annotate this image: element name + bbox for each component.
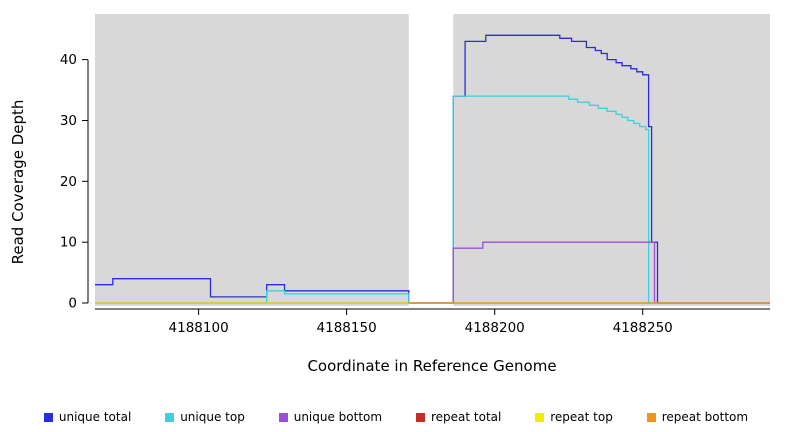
series-line-unique-top — [95, 95, 770, 304]
legend-swatch — [415, 412, 425, 422]
y-tick-label: 40 — [60, 52, 77, 68]
legend-swatch — [43, 412, 53, 422]
x-tick-label: 4188250 — [613, 320, 673, 336]
legend-item: repeat total — [415, 410, 502, 424]
x-tick-label: 4188150 — [317, 320, 377, 336]
x-tick-label: 4188200 — [465, 320, 525, 336]
legend-item: unique total — [43, 410, 132, 424]
legend-label: unique top — [180, 410, 245, 424]
legend-label: repeat bottom — [661, 410, 749, 424]
y-axis-title: Read Coverage Depth — [9, 100, 27, 265]
legend-item: unique top — [165, 410, 245, 424]
x-tick-label: 4188100 — [169, 320, 229, 336]
background-region — [95, 14, 409, 306]
legend-label: unique bottom — [293, 410, 383, 424]
legend-swatch — [535, 412, 545, 422]
legend-label: unique total — [58, 410, 132, 424]
legend: unique total unique top unique bottom repea… — [0, 410, 792, 424]
legend-swatch — [165, 412, 175, 422]
legend-item: repeat bottom — [646, 410, 749, 424]
legend-swatch — [646, 412, 656, 422]
legend-label: repeat total — [430, 410, 502, 424]
y-tick-label: 30 — [60, 113, 77, 129]
legend-label: repeat top — [550, 410, 613, 424]
y-tick-label: 20 — [60, 174, 77, 190]
plot-layers: 0 10 20 30 40 4188100 4188150 4188200 4188250 — [60, 14, 770, 336]
legend-item: repeat top — [535, 410, 613, 424]
background-region — [453, 14, 770, 306]
legend-swatch — [278, 412, 288, 422]
legend-item: unique bottom — [278, 410, 383, 424]
series-line-unique-total — [95, 34, 770, 304]
x-axis-title: Coordinate in Reference Genome — [307, 357, 556, 375]
series-line-unique-bottom — [95, 241, 770, 304]
y-tick-label: 10 — [60, 235, 77, 251]
y-tick-label: 0 — [68, 296, 77, 312]
